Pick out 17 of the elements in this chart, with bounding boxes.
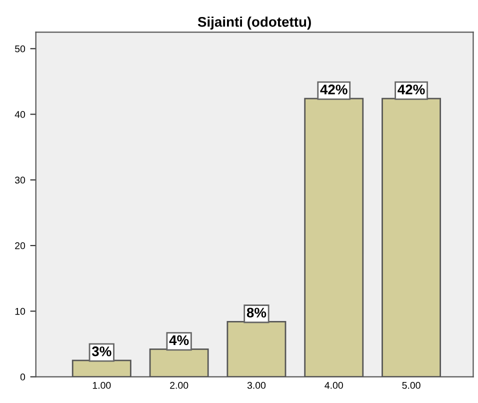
y-tick-label: 20 <box>15 242 26 250</box>
x-tick-label: 1.00 <box>92 382 111 389</box>
data-label: 4% <box>169 335 189 346</box>
x-tick-label: 2.00 <box>170 382 188 389</box>
data-label: 3% <box>92 346 112 356</box>
y-tick-label: 50 <box>15 45 26 52</box>
chart-title: Sijainti (odotettu) <box>198 16 311 30</box>
x-tick-label: 5.00 <box>402 382 420 389</box>
data-label: 42% <box>320 84 348 94</box>
y-tick-label: 0 <box>20 374 26 380</box>
y-tick-label: 10 <box>15 308 26 315</box>
y-tick-label: 40 <box>14 111 26 118</box>
x-tick-label: 3.00 <box>247 382 266 389</box>
x-tick-label: 4.00 <box>324 382 343 389</box>
data-label: 42% <box>398 84 425 94</box>
y-tick-label: 30 <box>14 176 26 184</box>
data-label: 8% <box>246 308 266 318</box>
